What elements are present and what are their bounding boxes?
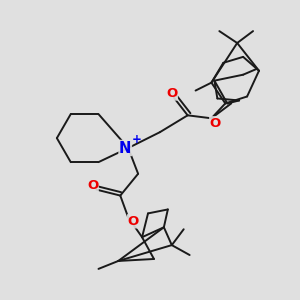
Text: O: O: [128, 215, 139, 228]
Text: O: O: [87, 179, 98, 192]
Text: N: N: [119, 140, 131, 155]
Text: +: +: [132, 133, 142, 146]
Text: O: O: [210, 117, 221, 130]
Text: O: O: [166, 87, 177, 100]
